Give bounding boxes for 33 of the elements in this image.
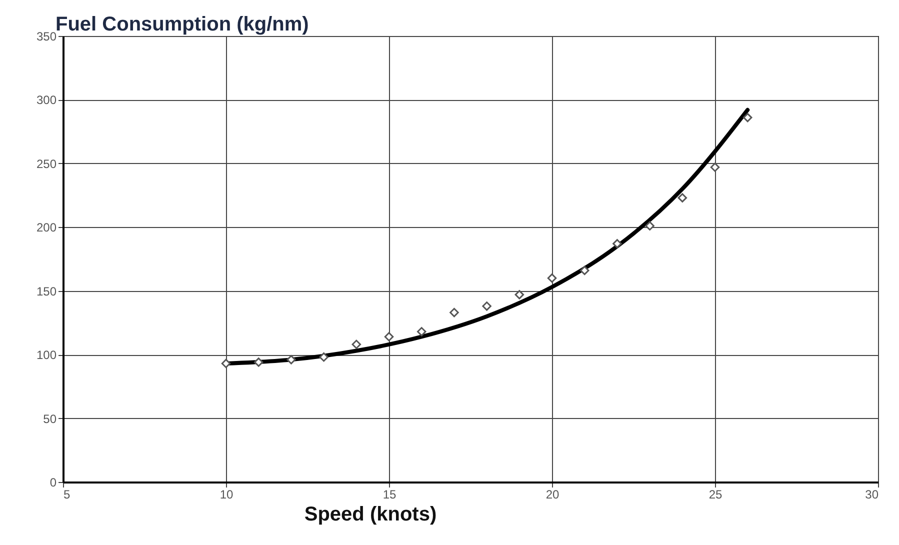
point [286, 355, 296, 364]
point [514, 290, 524, 300]
x-tick-label: 25 [708, 488, 722, 502]
x-axis-title: Speed (knots) [304, 504, 437, 526]
y-tick-label: 250 [36, 156, 57, 171]
x-tick-label: 5 [64, 488, 70, 502]
y-tick-label: 50 [43, 412, 57, 426]
point [352, 340, 362, 349]
y-tick-label: 350 [36, 30, 57, 44]
point [384, 332, 394, 342]
point [580, 266, 590, 276]
y-tick-label: 300 [36, 93, 57, 108]
point [482, 302, 492, 311]
x-tick-label: 30 [865, 488, 879, 502]
x-tick-label: 15 [382, 488, 396, 502]
y-axis-title: Fuel Consumption (kg/nm) [56, 14, 309, 36]
point [678, 193, 688, 202]
point [645, 221, 654, 230]
point [710, 162, 720, 172]
y-tick-label: 0 [50, 476, 57, 490]
point [221, 358, 231, 368]
point [416, 327, 426, 336]
y-tick-label: 150 [36, 284, 57, 298]
x-tick-label: 20 [546, 488, 560, 502]
point [319, 352, 328, 362]
point [742, 112, 752, 122]
point [612, 239, 622, 248]
x-tick-label: 10 [220, 488, 234, 502]
point [547, 273, 557, 283]
point [254, 358, 264, 367]
y-tick-label: 200 [36, 220, 57, 235]
y-tick-label: 100 [36, 348, 57, 362]
point [450, 308, 459, 318]
